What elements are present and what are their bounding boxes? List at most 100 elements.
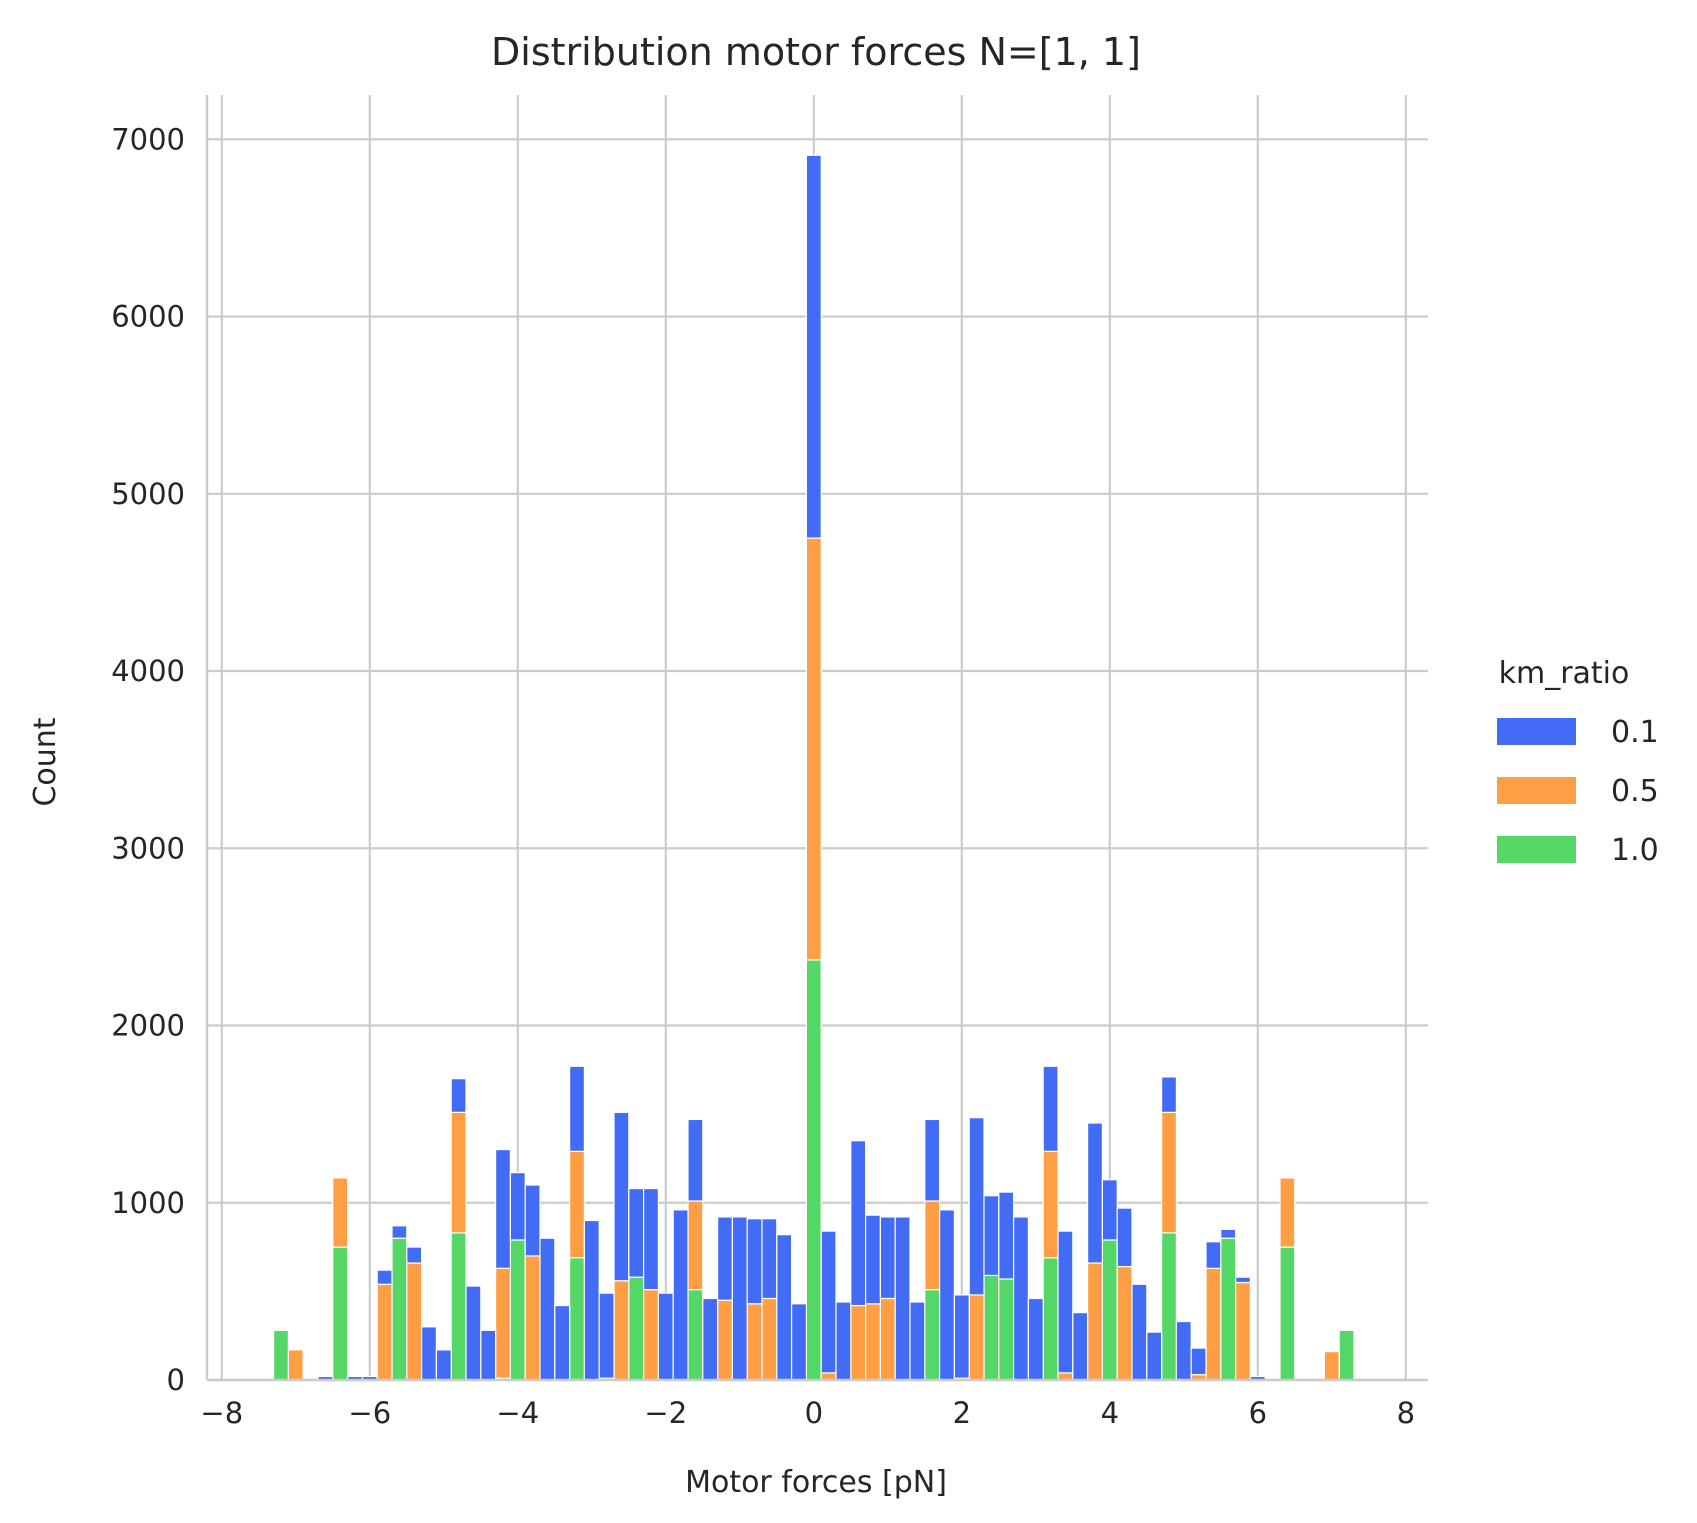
bar-0-5-bin-30 [716, 1299, 733, 1381]
bar-0-1-bin-45 [938, 1209, 955, 1381]
bar-1-0-bin-56 [1101, 1239, 1118, 1381]
bar-1-0-bin-52 [1042, 1257, 1059, 1381]
legend: km_ratio 0.1 0.5 1.0 [1497, 656, 1659, 868]
bar-0-1-bin-38 [835, 1301, 852, 1381]
bar-1-0-bin-0 [273, 1329, 290, 1381]
legend-label-0-1: 0.1 [1611, 715, 1659, 750]
bar-0-1-bin-48 [983, 1195, 1000, 1277]
bar-0-1-bin-32 [746, 1218, 763, 1305]
bar-0-5-bin-39 [850, 1304, 867, 1381]
bar-0-5-bin-47 [968, 1294, 985, 1381]
bar-0-1-bin-59 [1146, 1331, 1163, 1381]
bar-0-5-bin-55 [1086, 1262, 1103, 1381]
x-tick-label: −8 [200, 1396, 243, 1430]
bar-0-1-bin-56 [1101, 1179, 1118, 1241]
bar-0-1-bin-11 [435, 1349, 452, 1381]
bar-0-5-bin-15 [495, 1267, 512, 1379]
bar-0-1-bin-9 [406, 1246, 423, 1264]
bar-1-0-bin-49 [998, 1278, 1015, 1381]
bar-0-1-bin-31 [731, 1216, 748, 1381]
bar-1-0-bin-24 [628, 1276, 645, 1381]
bar-1-0-bin-72 [1338, 1329, 1355, 1381]
bar-0-5-bin-1 [287, 1349, 304, 1381]
bar-0-1-bin-63 [1205, 1241, 1222, 1269]
bar-0-1-bin-30 [716, 1216, 733, 1301]
bar-0-1-bin-24 [628, 1187, 645, 1278]
bar-0-1-bin-51 [1027, 1297, 1044, 1381]
bar-0-1-bin-25 [642, 1187, 659, 1291]
bar-1-0-bin-12 [450, 1232, 467, 1381]
x-axis-label: Motor forces [pN] [685, 1465, 947, 1500]
bar-0-1-bin-26 [657, 1292, 674, 1381]
y-tick-label: 6000 [111, 300, 185, 334]
bar-0-5-bin-44 [924, 1200, 941, 1291]
bar-0-1-bin-20 [568, 1065, 585, 1152]
bar-1-0-bin-64 [1220, 1237, 1237, 1381]
bar-1-0-bin-28 [687, 1289, 704, 1381]
bar-0-1-bin-62 [1190, 1347, 1207, 1376]
bar-0-1-bin-61 [1175, 1320, 1192, 1381]
bar-0-1-bin-43 [909, 1301, 926, 1381]
bar-0-1-bin-19 [554, 1304, 571, 1381]
legend-title: km_ratio [1499, 656, 1630, 691]
bar-0-1-bin-22 [598, 1292, 615, 1379]
bar-0-5-bin-52 [1042, 1150, 1059, 1259]
bar-0-1-bin-37 [820, 1230, 837, 1374]
legend-swatch-1-0 [1497, 836, 1576, 863]
bar-1-0-bin-4 [332, 1246, 349, 1381]
bar-0-5-bin-23 [613, 1280, 630, 1381]
x-tick-label: 4 [1101, 1396, 1119, 1430]
bar-0-1-bin-36 [805, 154, 822, 539]
bar-0-1-bin-55 [1086, 1122, 1103, 1264]
bar-0-1-bin-13 [465, 1285, 482, 1381]
y-axis-label: Count [28, 717, 63, 806]
legend-label-1-0: 1.0 [1611, 833, 1659, 868]
bar-0-1-bin-33 [761, 1218, 778, 1300]
bars [273, 154, 1355, 1381]
bar-0-1-bin-41 [879, 1216, 896, 1300]
bar-0-1-bin-52 [1042, 1065, 1059, 1152]
bar-1-0-bin-8 [391, 1237, 408, 1381]
legend-label-0-5: 0.5 [1611, 774, 1659, 809]
bar-1-0-bin-60 [1160, 1232, 1177, 1381]
x-tick-label: 8 [1397, 1396, 1415, 1430]
bar-0-1-bin-27 [672, 1209, 689, 1381]
bar-0-1-bin-58 [1131, 1283, 1148, 1381]
bar-0-1-bin-16 [509, 1172, 526, 1241]
bar-0-5-bin-68 [1279, 1177, 1296, 1248]
bar-0-1-bin-64 [1220, 1228, 1237, 1239]
y-tick-label: 2000 [111, 1009, 185, 1043]
bar-0-5-bin-12 [450, 1111, 467, 1234]
bar-0-1-bin-57 [1116, 1207, 1133, 1268]
bar-1-0-bin-68 [1279, 1246, 1296, 1381]
x-tick-label: 0 [805, 1396, 823, 1430]
bar-0-5-bin-65 [1234, 1281, 1251, 1381]
bar-0-5-bin-32 [746, 1303, 763, 1381]
bar-0-5-bin-40 [864, 1303, 881, 1381]
bar-0-1-bin-47 [968, 1117, 985, 1296]
bar-0-1-bin-28 [687, 1118, 704, 1202]
x-tick-label: 6 [1249, 1396, 1267, 1430]
bar-0-1-bin-54 [1072, 1312, 1089, 1381]
bar-0-1-bin-49 [998, 1191, 1015, 1280]
bar-0-1-bin-46 [953, 1294, 970, 1379]
bar-1-0-bin-48 [983, 1274, 1000, 1381]
x-tick-label: −2 [644, 1396, 687, 1430]
bar-0-5-bin-63 [1205, 1267, 1222, 1381]
bar-0-1-bin-23 [613, 1111, 630, 1282]
y-tick-label: 0 [167, 1363, 185, 1397]
bar-0-1-bin-21 [583, 1219, 600, 1381]
bar-0-5-bin-41 [879, 1297, 896, 1381]
bar-0-1-bin-10 [421, 1326, 438, 1381]
bar-0-1-bin-50 [1012, 1216, 1029, 1381]
legend-swatch-0-5 [1497, 777, 1576, 804]
bar-0-1-bin-44 [924, 1118, 941, 1202]
bar-0-5-bin-25 [642, 1289, 659, 1381]
bar-0-1-bin-34 [776, 1234, 793, 1381]
bar-0-1-bin-8 [391, 1225, 408, 1239]
bar-0-1-bin-18 [539, 1237, 556, 1381]
bar-0-1-bin-40 [864, 1214, 881, 1305]
bar-0-1-bin-29 [702, 1297, 719, 1381]
bar-1-0-bin-20 [568, 1257, 585, 1381]
